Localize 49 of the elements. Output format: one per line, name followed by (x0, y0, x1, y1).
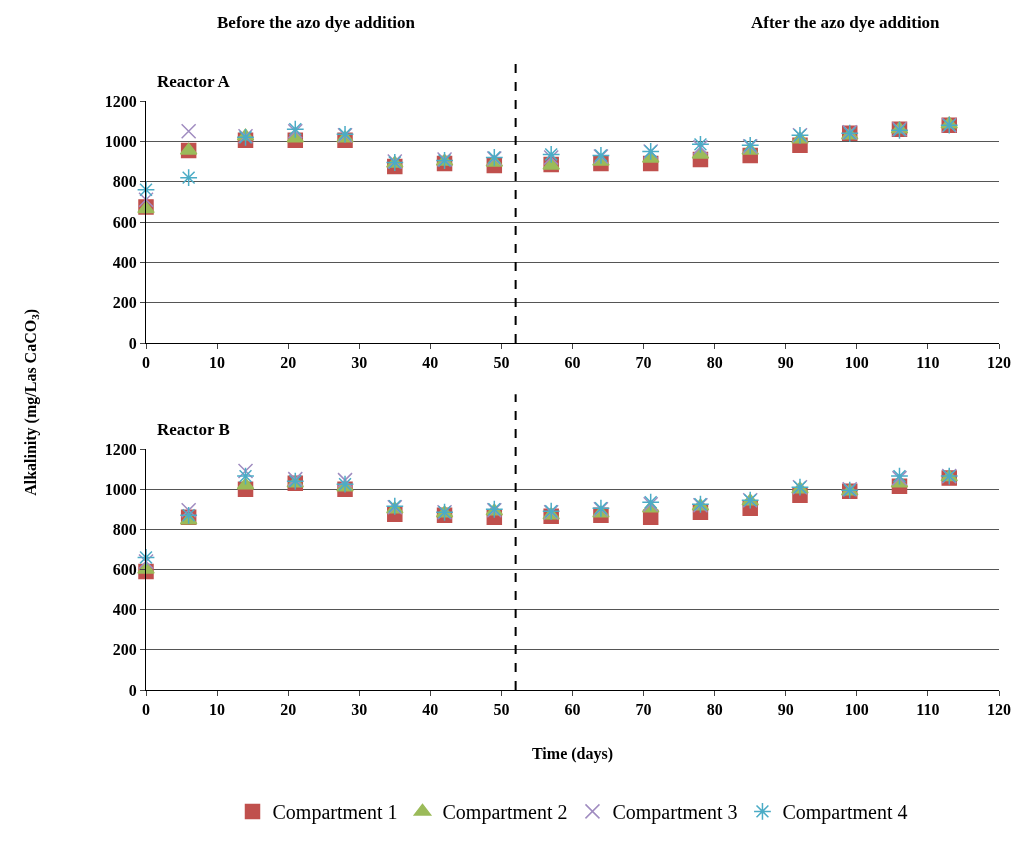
y-tick-label: 200 (112, 294, 137, 312)
x-tick-label: 0 (142, 354, 150, 372)
y-tick-label: 800 (112, 173, 137, 191)
x-tick-label: 70 (635, 354, 652, 372)
y-tick-label: 1000 (104, 132, 137, 150)
x-tick-label: 120 (987, 701, 1011, 719)
y-tick-label: 400 (112, 601, 137, 619)
y-tick-label: 0 (128, 681, 137, 699)
x-tick-label: 70 (635, 701, 652, 719)
y-tick-label: 200 (112, 641, 137, 659)
x-tick-label: 110 (916, 354, 940, 372)
y-tick-label: 800 (112, 520, 137, 538)
x-tick-label: 50 (493, 701, 510, 719)
x-tick-label: 40 (422, 701, 439, 719)
x-tick-label: 80 (706, 701, 723, 719)
x-tick-label: 100 (844, 354, 869, 372)
legend-label: Compartment 4 (782, 801, 908, 825)
legend-label: Compartment 3 (612, 801, 738, 825)
y-tick-label: 1200 (104, 440, 137, 458)
x-tick-label: 10 (209, 701, 226, 719)
x-tick-label: 30 (351, 701, 368, 719)
x-tick-label: 110 (916, 701, 940, 719)
y-tick-label: 0 (128, 334, 137, 352)
text: After the azo dye addition (751, 13, 941, 32)
x-tick-label: 120 (987, 354, 1011, 372)
x-tick-label: 0 (142, 701, 150, 719)
x-tick-label: 20 (280, 701, 297, 719)
x-tick-label: 40 (422, 354, 439, 372)
y-tick-label: 1000 (104, 480, 137, 498)
x-tick-label: 80 (706, 354, 723, 372)
x-tick-label: 10 (209, 354, 226, 372)
x-tick-label: 100 (844, 701, 869, 719)
x-tick-label: 50 (493, 354, 510, 372)
y-tick-label: 600 (112, 213, 137, 231)
x-tick-label: 20 (280, 354, 297, 372)
y-tick-label: 1200 (104, 92, 137, 110)
x-tick-label: 60 (564, 354, 581, 372)
legend-label: Compartment 2 (442, 801, 568, 825)
text: Before the azo dye addition (217, 13, 416, 32)
x-tick-label: 90 (777, 354, 794, 372)
x-tick-label: 60 (564, 701, 581, 719)
x-tick-label: 30 (351, 354, 368, 372)
x-axis-title: Time (days) (531, 744, 614, 763)
y-tick-label: 400 (112, 253, 137, 271)
legend-label: Compartment 1 (272, 801, 398, 825)
chart-title: Reactor A (157, 72, 231, 91)
chart-title: Reactor B (157, 420, 230, 439)
x-tick-label: 90 (777, 701, 794, 719)
y-tick-label: 600 (112, 561, 137, 579)
